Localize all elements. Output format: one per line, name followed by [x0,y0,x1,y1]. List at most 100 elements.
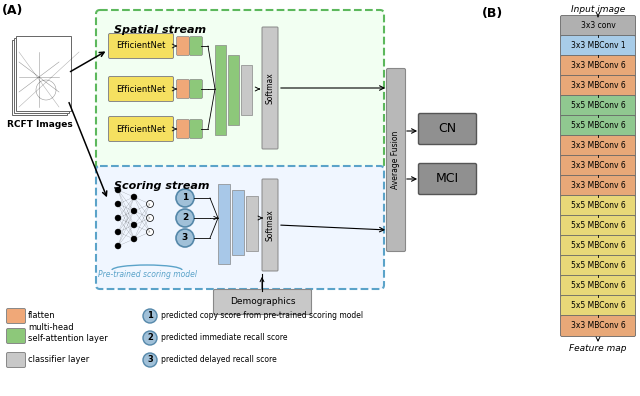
FancyBboxPatch shape [109,76,173,101]
Text: 3: 3 [182,234,188,242]
Text: flatten: flatten [28,312,56,320]
Circle shape [143,309,157,323]
FancyBboxPatch shape [561,116,636,137]
FancyBboxPatch shape [6,352,26,367]
FancyBboxPatch shape [561,15,636,36]
Circle shape [131,236,137,242]
Text: 3x3 MBConv 1: 3x3 MBConv 1 [571,42,625,51]
FancyBboxPatch shape [561,276,636,297]
Bar [14,38,69,113]
FancyBboxPatch shape [109,116,173,141]
Text: 5x5 MBConv 6: 5x5 MBConv 6 [571,261,625,270]
Bar [215,45,226,135]
FancyBboxPatch shape [561,316,636,337]
FancyBboxPatch shape [96,10,384,170]
Text: 3x3 MBConv 6: 3x3 MBConv 6 [571,141,625,150]
Text: 3: 3 [147,356,153,364]
Text: multi-head
self-attention layer: multi-head self-attention layer [28,323,108,343]
FancyBboxPatch shape [561,95,636,116]
Bar [16,36,71,111]
Text: EfficientNet: EfficientNet [116,124,166,133]
Text: Scoring stream: Scoring stream [114,181,209,191]
Text: 5x5 MBConv 6: 5x5 MBConv 6 [571,301,625,310]
Text: 2: 2 [182,213,188,223]
FancyBboxPatch shape [262,179,278,271]
Text: Average Fusion: Average Fusion [392,131,401,189]
Text: Spatial stream: Spatial stream [114,25,206,35]
Circle shape [176,229,194,247]
FancyBboxPatch shape [561,215,636,236]
Text: EfficientNet: EfficientNet [116,42,166,51]
Text: MCI: MCI [436,173,459,185]
Circle shape [115,215,121,221]
Text: 3x3 MBConv 6: 3x3 MBConv 6 [571,162,625,171]
FancyBboxPatch shape [189,120,202,139]
Text: Pre-trained scoring model: Pre-trained scoring model [97,270,196,279]
Text: 3x3 MBConv 6: 3x3 MBConv 6 [571,61,625,70]
Text: 3x3 MBConv 6: 3x3 MBConv 6 [571,181,625,190]
FancyBboxPatch shape [189,80,202,99]
FancyBboxPatch shape [189,36,202,55]
Bar [232,190,244,255]
Text: 5x5 MBConv 6: 5x5 MBConv 6 [571,282,625,291]
Text: 5x5 MBConv 6: 5x5 MBConv 6 [571,242,625,251]
Text: Feature map: Feature map [569,344,627,353]
Text: 2: 2 [147,333,153,343]
Text: 3x3 MBConv 6: 3x3 MBConv 6 [571,322,625,331]
FancyBboxPatch shape [561,295,636,316]
Text: 5x5 MBConv 6: 5x5 MBConv 6 [571,202,625,211]
Text: Demographics: Demographics [230,297,295,307]
Text: RCFT Images: RCFT Images [7,120,73,129]
Text: predicted copy score from pre-trained scoring model: predicted copy score from pre-trained sc… [161,312,363,320]
Text: 1: 1 [147,312,153,320]
Text: classifier layer: classifier layer [28,356,89,364]
Bar [218,184,230,264]
FancyBboxPatch shape [561,236,636,257]
FancyBboxPatch shape [177,36,189,55]
Circle shape [176,189,194,207]
Text: CN: CN [438,122,456,135]
Text: 5x5 MBConv 6: 5x5 MBConv 6 [571,101,625,110]
Circle shape [131,222,137,228]
Text: (A): (A) [2,4,24,17]
FancyBboxPatch shape [561,196,636,217]
FancyBboxPatch shape [561,175,636,196]
FancyBboxPatch shape [6,329,26,343]
Circle shape [147,200,154,208]
FancyBboxPatch shape [109,34,173,59]
FancyBboxPatch shape [561,156,636,177]
Circle shape [143,353,157,367]
Circle shape [131,194,137,200]
Circle shape [115,201,121,207]
Text: Softmax: Softmax [266,209,275,241]
Text: predicted immediate recall score: predicted immediate recall score [161,333,287,343]
FancyBboxPatch shape [561,55,636,76]
Text: EfficientNet: EfficientNet [116,84,166,93]
Text: (B): (B) [482,7,503,20]
FancyBboxPatch shape [6,308,26,324]
FancyBboxPatch shape [561,76,636,97]
Text: 3x3 MBConv 6: 3x3 MBConv 6 [571,82,625,91]
FancyBboxPatch shape [561,135,636,156]
Circle shape [115,187,121,193]
Circle shape [176,209,194,227]
Circle shape [147,228,154,236]
FancyBboxPatch shape [262,27,278,149]
Bar [12,40,67,115]
Circle shape [131,208,137,214]
FancyBboxPatch shape [419,164,477,194]
Circle shape [147,215,154,221]
Text: Input image: Input image [571,5,625,14]
Text: 5x5 MBConv 6: 5x5 MBConv 6 [571,221,625,230]
Text: 3x3 conv: 3x3 conv [580,21,616,30]
Bar [241,65,252,115]
Circle shape [143,331,157,345]
FancyBboxPatch shape [214,289,312,314]
FancyBboxPatch shape [561,255,636,276]
Text: predicted delayed recall score: predicted delayed recall score [161,356,276,364]
FancyBboxPatch shape [96,166,384,289]
FancyBboxPatch shape [177,120,189,139]
Bar [246,196,258,251]
Bar [228,55,239,125]
FancyBboxPatch shape [419,114,477,145]
